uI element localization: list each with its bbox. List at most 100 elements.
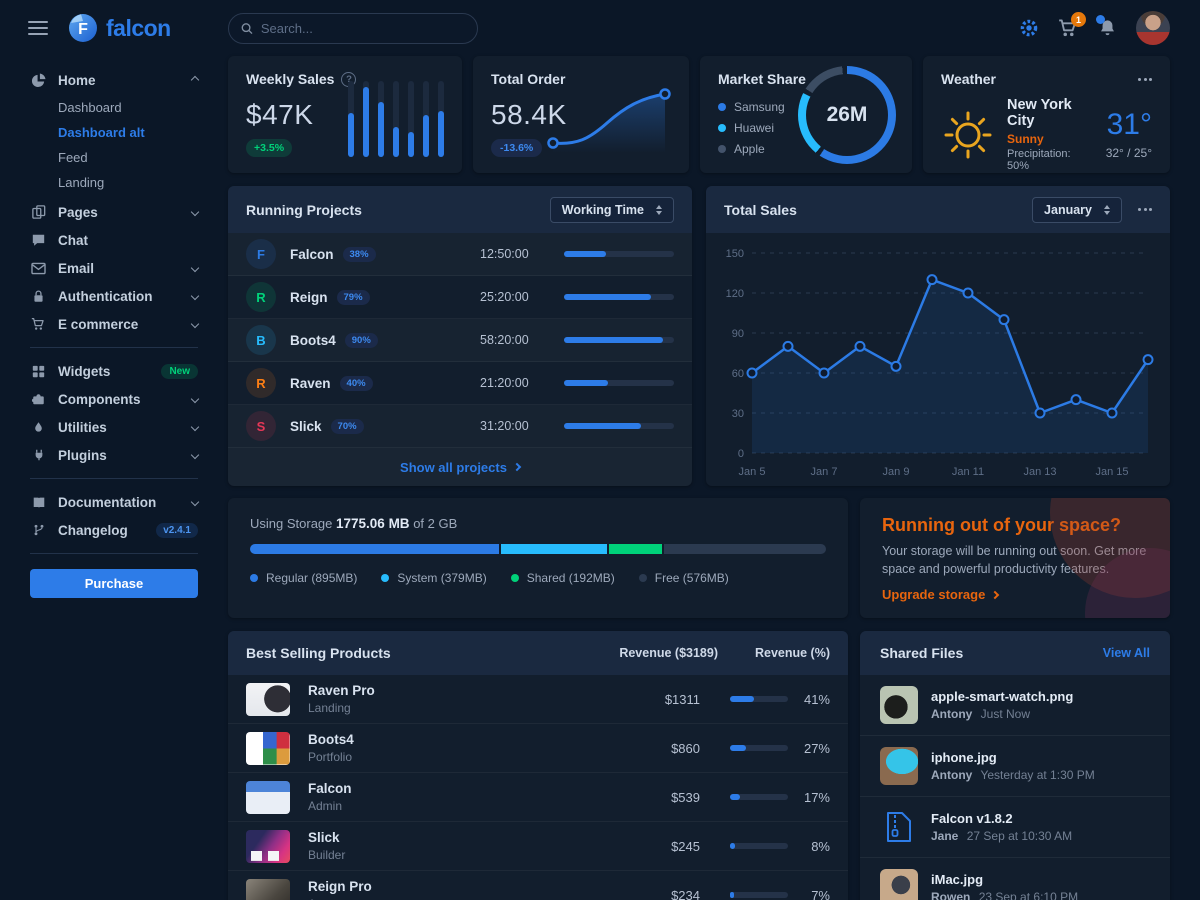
purchase-button[interactable]: Purchase bbox=[30, 569, 198, 598]
legend-item: Shared (192MB) bbox=[510, 567, 615, 588]
file-time: 27 Sep at 10:30 AM bbox=[966, 829, 1073, 843]
falcon-logo[interactable]: F falcon bbox=[68, 13, 216, 43]
file-name[interactable]: Falcon v1.8.2 bbox=[931, 811, 1013, 826]
sidebar-item-utilities[interactable]: Utilities bbox=[30, 413, 200, 441]
card-title: Weather bbox=[941, 71, 996, 87]
market-share-donut-chart: 26M bbox=[798, 66, 896, 164]
running-projects-card: Running Projects Working Time F Falcon 3… bbox=[228, 186, 692, 486]
sidebar-item-documentation[interactable]: Documentation bbox=[30, 488, 200, 516]
search-icon bbox=[241, 22, 253, 34]
sidebar-item-dashboard[interactable]: Dashboard bbox=[58, 100, 122, 115]
file-name[interactable]: apple-smart-watch.png bbox=[931, 689, 1074, 704]
legend-label: Samsung bbox=[734, 99, 785, 114]
product-category[interactable]: Landing bbox=[308, 701, 351, 715]
product-name[interactable]: Slick bbox=[308, 830, 340, 845]
file-time: Yesterday at 1:30 PM bbox=[980, 768, 1095, 782]
product-row: Slick Builder $245 8% bbox=[228, 822, 848, 871]
sidebar-item-authentication[interactable]: Authentication bbox=[30, 282, 200, 310]
sidebar-item-components[interactable]: Components bbox=[30, 385, 200, 413]
weather-temp: 31° bbox=[1106, 107, 1152, 141]
sidebar-item-pages[interactable]: Pages bbox=[30, 198, 200, 226]
product-name[interactable]: Falcon bbox=[308, 781, 352, 796]
show-all-projects-link[interactable]: Show all projects bbox=[228, 448, 692, 486]
product-category[interactable]: Admin bbox=[308, 799, 343, 813]
falcon-logo-icon: F bbox=[69, 14, 97, 42]
legend-item: System (379MB) bbox=[381, 567, 487, 588]
chevron-down-icon bbox=[190, 291, 200, 301]
sidebar-item-label: Changelog bbox=[58, 522, 128, 538]
upgrade-body-text: Your storage will be running out soon. G… bbox=[882, 544, 1147, 577]
column-header-revenue-pct: Revenue (%) bbox=[754, 646, 830, 660]
storage-segment-shared bbox=[608, 544, 663, 554]
best-selling-products-card: Best Selling Products Revenue ($3189) Re… bbox=[228, 631, 848, 900]
navbar-icons: 1 bbox=[1019, 11, 1170, 45]
weekly-sales-card: Weekly Sales ? $47K +3.5% bbox=[228, 56, 462, 173]
project-name[interactable]: Reign 79% bbox=[290, 289, 480, 305]
product-name[interactable]: Reign Pro bbox=[308, 879, 372, 894]
search-input[interactable] bbox=[260, 20, 465, 36]
settings-gear-icon[interactable] bbox=[1019, 18, 1039, 38]
revenue-progress-bar bbox=[730, 892, 788, 898]
svg-text:150: 150 bbox=[726, 248, 744, 260]
month-select[interactable]: January bbox=[1032, 196, 1122, 223]
product-category[interactable]: Builder bbox=[308, 848, 346, 862]
svg-text:Jan 9: Jan 9 bbox=[883, 466, 910, 478]
user-avatar[interactable] bbox=[1136, 11, 1170, 45]
product-thumbnail bbox=[246, 731, 290, 765]
project-name[interactable]: Falcon 38% bbox=[290, 246, 480, 262]
product-name[interactable]: Raven Pro bbox=[308, 683, 375, 698]
cart-icon[interactable]: 1 bbox=[1058, 12, 1086, 38]
sidebar-item-dashboard-alt[interactable]: Dashboard alt bbox=[58, 125, 145, 140]
revenue-percent: 7% bbox=[811, 887, 830, 900]
project-name[interactable]: Boots4 90% bbox=[290, 332, 480, 348]
sidebar-item-ecommerce[interactable]: E commerce bbox=[30, 310, 200, 338]
sun-icon bbox=[944, 111, 992, 158]
notification-dot bbox=[1096, 15, 1105, 24]
sidebar-item-landing[interactable]: Landing bbox=[58, 175, 105, 190]
file-user: Rowen bbox=[931, 890, 971, 900]
svg-text:30: 30 bbox=[732, 408, 744, 420]
sidebar-item-home[interactable]: Home bbox=[30, 66, 200, 94]
more-menu-icon[interactable] bbox=[1138, 204, 1152, 215]
revenue-progress-bar bbox=[730, 843, 788, 849]
upgrade-storage-link[interactable]: Upgrade storage bbox=[882, 587, 1000, 602]
svg-text:120: 120 bbox=[726, 288, 744, 300]
product-category[interactable]: Agency bbox=[308, 897, 616, 900]
chevron-down-icon bbox=[190, 263, 200, 273]
legend-item: Free (576MB) bbox=[638, 567, 729, 588]
view-all-link[interactable]: View All bbox=[1102, 646, 1150, 660]
file-name[interactable]: iMac.jpg bbox=[931, 872, 984, 887]
sidebar-item-feed[interactable]: Feed bbox=[58, 150, 88, 165]
svg-text:0: 0 bbox=[738, 448, 744, 460]
percent-badge: 38% bbox=[342, 246, 376, 262]
chevron-down-icon bbox=[190, 450, 200, 460]
more-menu-icon[interactable] bbox=[1138, 74, 1152, 85]
total-sales-card: Total Sales January 0 30 60 90 120 150 Jan 5 Ja… bbox=[706, 186, 1170, 486]
progress-bar bbox=[564, 380, 674, 386]
sidebar-item-chat[interactable]: Chat bbox=[30, 226, 198, 254]
project-name[interactable]: Raven 40% bbox=[290, 375, 480, 391]
chevron-right-icon bbox=[512, 462, 522, 472]
lock-icon bbox=[30, 289, 47, 303]
working-time-select[interactable]: Working Time bbox=[549, 196, 674, 223]
product-name[interactable]: Boots4 bbox=[308, 732, 354, 747]
sidebar-divider bbox=[30, 478, 198, 479]
notifications-bell-icon[interactable] bbox=[1096, 15, 1117, 38]
sidebar-item-widgets[interactable]: Widgets New bbox=[30, 357, 198, 385]
donut-center-value: 26M bbox=[826, 103, 868, 126]
file-name[interactable]: iphone.jpg bbox=[931, 750, 997, 765]
file-time: Just Now bbox=[980, 707, 1031, 721]
revenue-percent: 17% bbox=[803, 789, 830, 805]
product-category[interactable]: Portfolio bbox=[308, 750, 353, 764]
sidebar-item-plugins[interactable]: Plugins bbox=[30, 441, 200, 469]
project-time: 21:20:00 bbox=[480, 376, 529, 390]
project-name[interactable]: Slick 70% bbox=[290, 418, 480, 434]
project-row: B Boots4 90% 58:20:00 bbox=[228, 319, 692, 362]
hamburger-menu-icon[interactable] bbox=[28, 21, 48, 35]
total-order-value: 58.4K bbox=[491, 99, 567, 130]
book-icon bbox=[30, 496, 47, 509]
search-bar[interactable] bbox=[228, 12, 478, 44]
sidebar-item-changelog[interactable]: Changelog v2.4.1 bbox=[30, 516, 198, 544]
progress-bar bbox=[564, 337, 674, 343]
sidebar-item-email[interactable]: Email bbox=[30, 254, 200, 282]
